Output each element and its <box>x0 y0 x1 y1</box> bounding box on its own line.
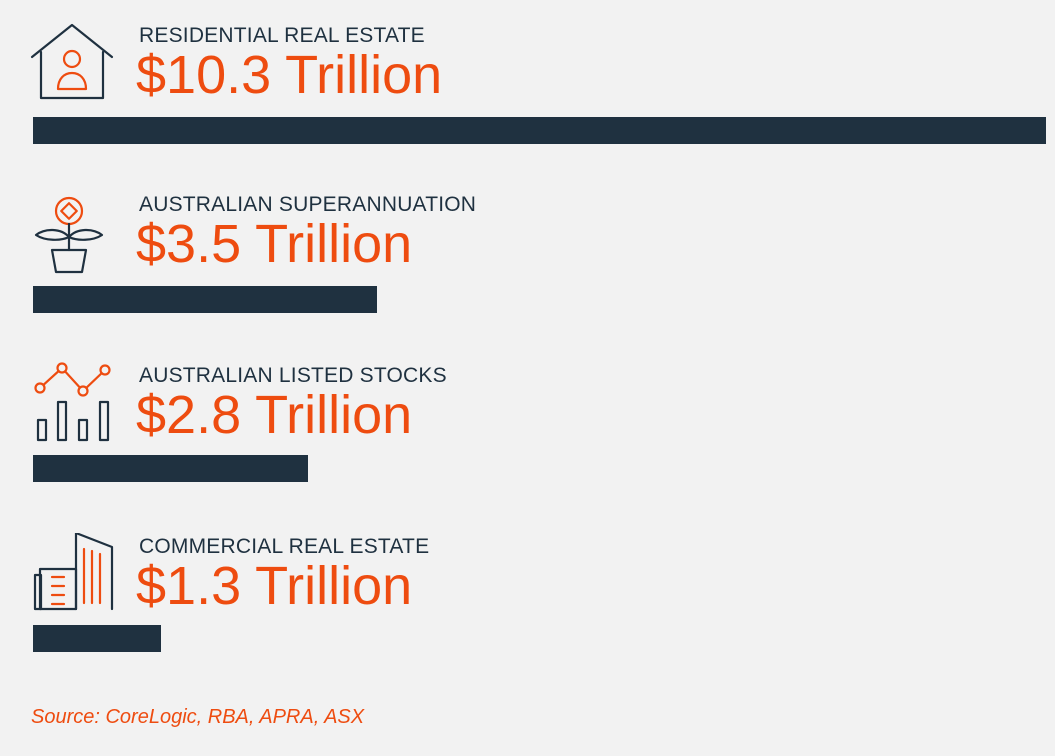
bar-listed-stocks <box>33 455 308 482</box>
source-note: Source: CoreLogic, RBA, APRA, ASX <box>31 706 365 728</box>
value-label: $2.8 Trillion <box>136 385 413 445</box>
line-bar-chart-icon <box>28 362 118 452</box>
bar-residential <box>33 117 1046 144</box>
value-label: $3.5 Trillion <box>136 214 413 274</box>
office-buildings-icon <box>28 533 118 623</box>
house-person-icon <box>28 22 118 112</box>
plant-coin-icon <box>28 191 118 281</box>
value-label: $10.3 Trillion <box>136 45 443 105</box>
category-label: COMMERCIAL REAL ESTATE <box>139 535 430 558</box>
category-label: RESIDENTIAL REAL ESTATE <box>139 24 425 47</box>
category-label: AUSTRALIAN LISTED STOCKS <box>139 364 447 387</box>
bar-commercial <box>33 625 161 652</box>
category-label: AUSTRALIAN SUPERANNUATION <box>139 193 477 216</box>
value-label: $1.3 Trillion <box>136 556 413 616</box>
bar-superannuation <box>33 286 377 313</box>
